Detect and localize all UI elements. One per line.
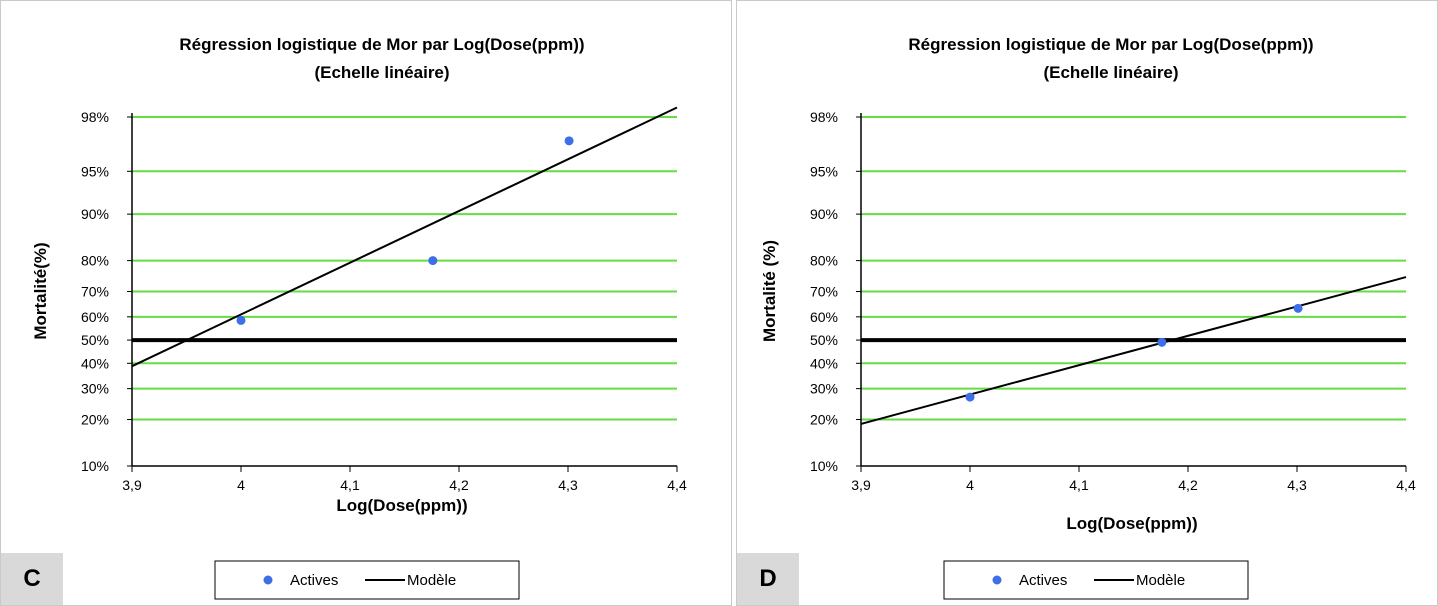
data-point-actives [564, 136, 574, 146]
y-tick-label: 70% [810, 284, 838, 300]
y-tick-label: 95% [810, 163, 838, 179]
y-tick-label: 98% [81, 109, 109, 125]
x-tick-label: 4,1 [1069, 477, 1089, 493]
x-tick-label: 3,9 [122, 477, 142, 493]
x-tick-label: 4,2 [449, 477, 469, 493]
legend-marker-actives [992, 575, 1002, 585]
y-tick-label: 40% [810, 355, 838, 371]
data-point-actives [428, 256, 438, 266]
x-tick-label: 4,2 [1178, 477, 1198, 493]
y-tick-label: 40% [81, 355, 109, 371]
x-tick-label: 4 [237, 477, 245, 493]
x-tick-label: 4,3 [558, 477, 578, 493]
data-point-actives [965, 392, 975, 402]
chart-panel-d: Régression logistique de Mor par Log(Dos… [736, 0, 1438, 606]
y-tick-label: 95% [81, 163, 109, 179]
x-axis-title: Log(Dose(ppm)) [336, 496, 467, 515]
y-tick-label: 50% [81, 332, 109, 348]
y-axis-title: Mortalité (%) [760, 240, 779, 342]
x-axis-title: Log(Dose(ppm)) [1066, 514, 1197, 533]
x-tick-label: 4,1 [340, 477, 360, 493]
panel-label-c-box: C [1, 553, 63, 605]
x-tick-label: 4,4 [667, 477, 687, 493]
y-tick-label: 30% [81, 381, 109, 397]
model-line [131, 106, 678, 368]
x-tick-label: 3,9 [851, 477, 871, 493]
chart-subtitle: (Echelle linéaire) [1043, 63, 1178, 82]
panel-label-d: D [759, 565, 777, 592]
y-tick-label: 70% [81, 284, 109, 300]
x-tick-label: 4 [966, 477, 974, 493]
y-tick-label: 90% [81, 206, 109, 222]
y-axis-title: Mortalité(%) [31, 242, 50, 339]
y-tick-label: 90% [810, 206, 838, 222]
chart-subtitle: (Echelle linéaire) [314, 63, 449, 82]
data-point-actives [236, 315, 246, 325]
chart-panel-c: Régression logistique de Mor par Log(Dos… [0, 0, 732, 606]
y-tick-label: 98% [810, 109, 838, 125]
legend: Actives Modèle [214, 560, 520, 600]
y-tick-label: 20% [81, 412, 109, 428]
y-tick-label: 10% [810, 458, 838, 474]
x-tick-label: 4,4 [1396, 477, 1416, 493]
y-tick-label: 30% [810, 381, 838, 397]
legend-label-actives: Actives [1019, 572, 1067, 589]
legend-label-model: Modèle [407, 572, 456, 589]
chart-title: Régression logistique de Mor par Log(Dos… [179, 35, 584, 54]
data-point-actives [1157, 337, 1167, 347]
legend: Actives Modèle [943, 560, 1249, 600]
gridlines [861, 116, 1406, 421]
y-tick-label: 20% [810, 412, 838, 428]
y-tick-label: 60% [81, 309, 109, 325]
y-tick-label: 80% [810, 253, 838, 269]
chart-title: Régression logistique de Mor par Log(Dos… [908, 35, 1313, 54]
x-tick-label: 4,3 [1287, 477, 1307, 493]
data-point-actives [1293, 303, 1303, 313]
chart-c-svg: Régression logistique de Mor par Log(Dos… [31, 35, 687, 600]
gridlines [132, 116, 677, 421]
y-tick-label: 50% [810, 332, 838, 348]
y-tick-label: 60% [810, 309, 838, 325]
legend-marker-actives [263, 575, 273, 585]
panel-label-c: C [23, 565, 41, 592]
chart-d-svg: Régression logistique de Mor par Log(Dos… [760, 35, 1416, 600]
legend-label-actives: Actives [290, 572, 338, 589]
legend-label-model: Modèle [1136, 572, 1185, 589]
panel-label-d-box: D [737, 553, 799, 605]
y-tick-label: 10% [81, 458, 109, 474]
model-line [860, 276, 1407, 425]
y-tick-label: 80% [81, 253, 109, 269]
